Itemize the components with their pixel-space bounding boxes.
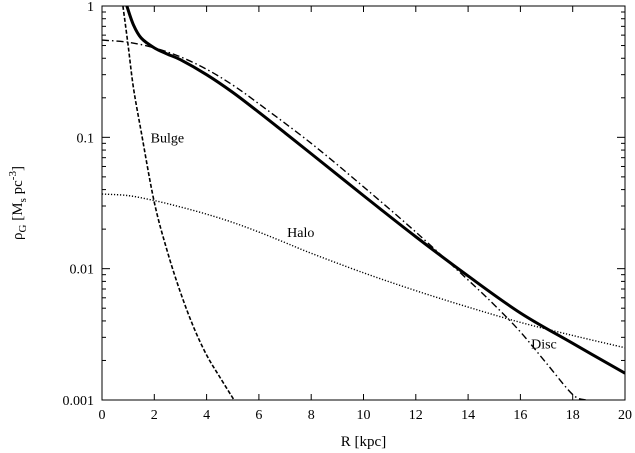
curve-annotations: Bulge Halo Disc — [151, 131, 557, 352]
y-label-unit-mid: pc — [10, 180, 26, 198]
y-label-unit-close: ] — [10, 166, 26, 171]
x-tick-label: 20 — [618, 408, 632, 423]
bulge-curve — [122, 6, 235, 400]
y-axis-label: ρG [Ms pc-3] — [7, 166, 29, 240]
x-tick-label: 0 — [99, 408, 106, 423]
halo-annotation: Halo — [287, 226, 314, 241]
x-tick-label: 12 — [409, 408, 423, 423]
disc-curve — [102, 39, 587, 400]
x-axis-ticks: 0 2 4 6 8 10 12 14 16 18 20 — [99, 6, 632, 423]
curves-group — [102, 6, 625, 400]
x-tick-label: 18 — [566, 408, 580, 423]
y-label-base-sub: G — [17, 224, 29, 232]
x-tick-label: 14 — [461, 408, 475, 423]
total-curve — [125, 6, 625, 375]
x-tick-label: 4 — [203, 408, 210, 423]
x-axis-label: R [kpc] — [341, 434, 386, 450]
y-label-unit-open: [M — [10, 202, 26, 224]
y-tick-label: 0.001 — [63, 394, 95, 409]
y-label-unit-sup: -3 — [7, 171, 19, 181]
y-label-base: ρ — [10, 232, 26, 240]
y-tick-label: 0.01 — [70, 263, 95, 278]
y-label-unit-sub: s — [17, 198, 29, 202]
y-tick-label: 1 — [87, 0, 94, 15]
y-axis-ticks: 0.001 0.01 0.1 1 — [63, 0, 625, 409]
disc-annotation: Disc — [531, 337, 557, 352]
x-tick-label: 16 — [513, 408, 527, 423]
x-tick-label: 6 — [255, 408, 262, 423]
bulge-annotation: Bulge — [151, 131, 184, 146]
y-tick-label: 0.1 — [77, 131, 95, 146]
x-tick-label: 10 — [357, 408, 371, 423]
halo-curve — [102, 193, 625, 349]
x-tick-label: 8 — [308, 408, 315, 423]
x-tick-label: 2 — [151, 408, 158, 423]
